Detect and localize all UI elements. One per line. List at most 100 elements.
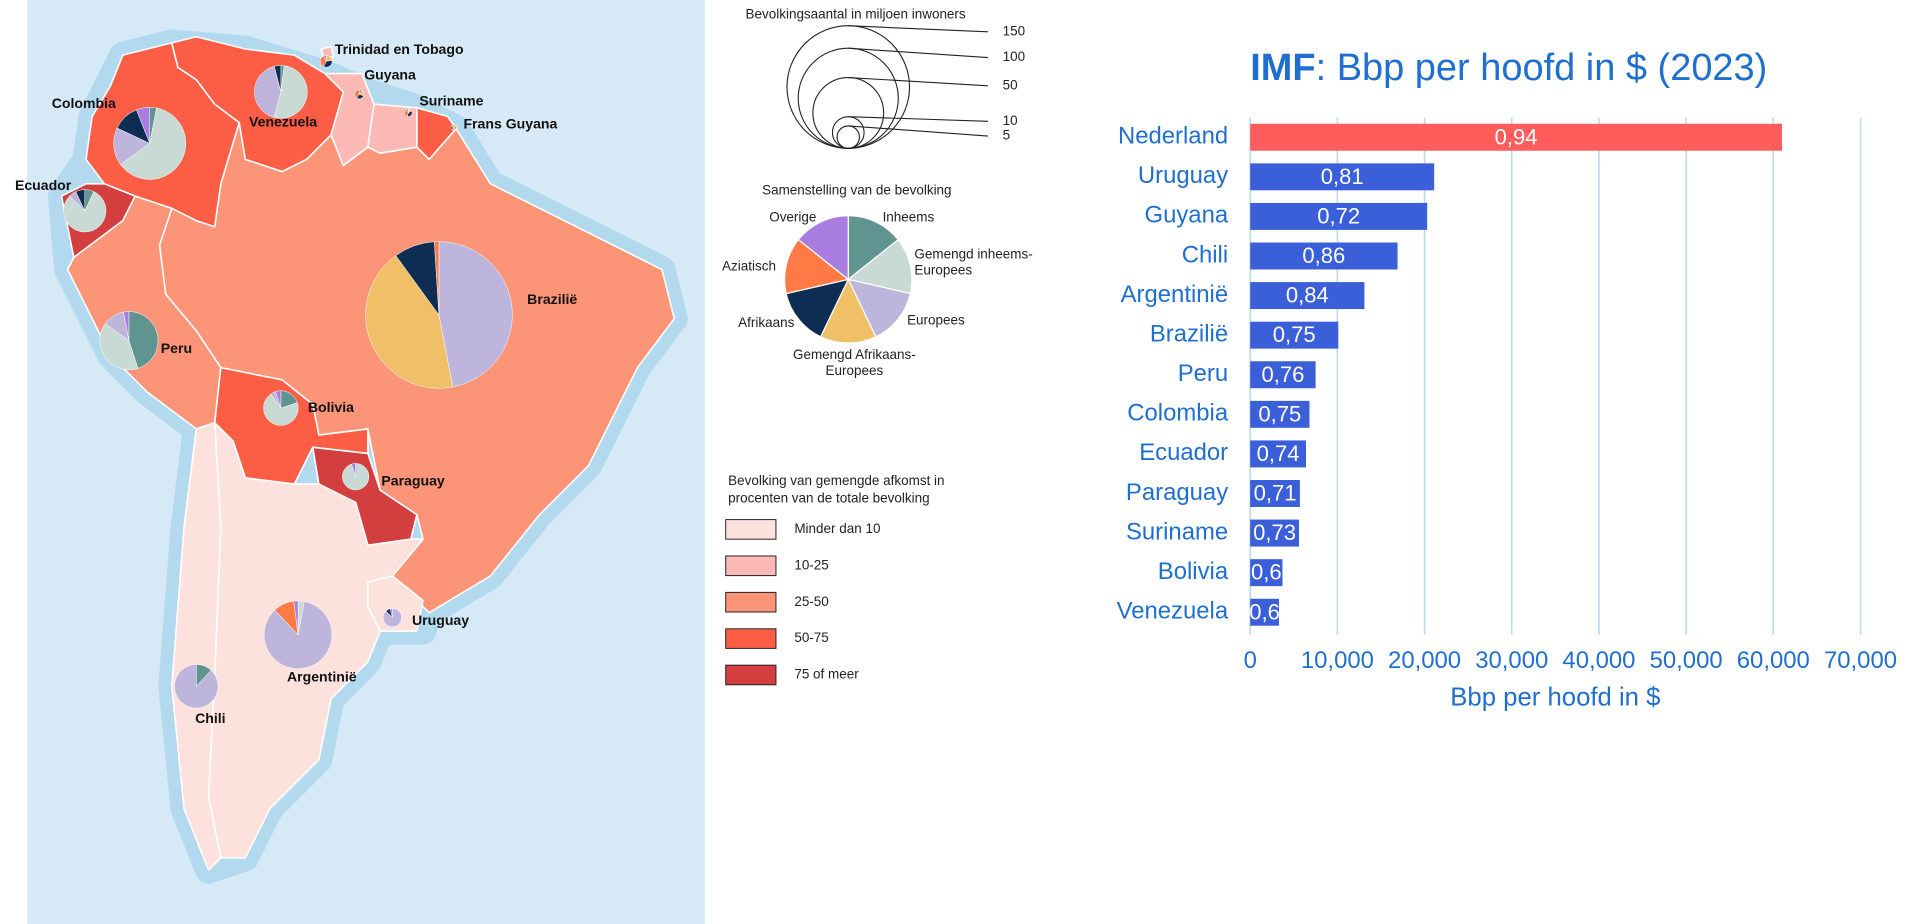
y-tick-label: Bolivia [1158,558,1229,585]
bar [1250,519,1300,547]
bar [1250,480,1300,507]
bar [1250,361,1316,389]
class-label: 25-50 [794,594,828,609]
size-label: 5 [1003,128,1011,143]
y-tick-label: Peru [1178,360,1228,387]
size-label: 150 [1003,23,1025,38]
size-label: 100 [1003,49,1025,64]
pie-slice [354,89,360,99]
bar [1250,163,1435,191]
composition-label: Europees [826,363,884,378]
composition-label: Europees [907,313,965,328]
pie-slice [365,255,453,389]
bar [1250,242,1398,270]
x-tick-label: 50,000 [1650,647,1723,674]
size-label: 50 [1003,77,1018,92]
bar [1250,202,1428,230]
country-label: Brazilië [527,291,577,307]
overlay: Brazilië Colombia Venezuela Peru Ecuador Boli… [15,6,1897,726]
title-rest: : Bbp per hoofd in $ (2023) [1316,47,1768,89]
pie-slice [128,311,159,369]
y-tick-label: Colombia [1127,400,1229,427]
chart-title: IMF: Bbp per hoofd in $ (2023) [1250,47,1767,89]
pie-slice [785,278,850,338]
country-area [171,421,222,871]
pie-slice [63,191,107,233]
class-label: Minder dan 10 [794,521,880,536]
country-label: Guyana [364,67,416,83]
bar-text: 0,84 [1286,283,1329,308]
y-tick-label: Chili [1182,241,1228,268]
pie-slice [323,55,327,62]
size-label: 10 [1003,113,1018,128]
size-leader [848,76,988,87]
pie-slice [120,107,187,180]
x-tick-label: 70,000 [1824,647,1897,674]
pie-slice [99,323,139,371]
bar-text: 0,71 [1254,481,1297,506]
class-swatch [725,664,777,686]
country-label: Venezuela [249,113,317,129]
bar-text: 0,74 [1257,441,1300,466]
composition-label: Aziatisch [722,259,776,274]
country-label: Bolivia [308,399,354,415]
pie-slice [75,189,86,211]
size-circle [831,116,865,149]
country-label: Frans Guyana [463,116,557,132]
legend-title: Samenstelling van de bevolking [762,183,951,198]
country-label: Ecuador [15,177,72,193]
title-bold: IMF [1250,47,1315,89]
size-leader [848,125,989,137]
class-label: 10-25 [794,557,828,572]
composition-label: Inheems [883,210,935,225]
class-swatch [725,591,777,613]
composition-label: Gemengd Afrikaans- [793,347,916,362]
x-tick-label: 20,000 [1388,647,1461,674]
country-area [367,103,418,154]
pie-slice [450,124,454,128]
y-tick-label: Uruguay [1138,162,1228,189]
x-tick-label: 40,000 [1562,647,1635,674]
pie-slice [254,65,282,118]
bar [1250,559,1283,587]
bar-text: 0,76 [1261,362,1304,387]
y-tick-label: Argentinië [1121,281,1229,308]
class-swatch [725,555,777,577]
x-axis-label: Bbp per hoofd in $ [1450,683,1660,711]
country-label: Paraguay [381,472,445,488]
bar-text: 0,75 [1258,401,1301,426]
size-circle [812,76,885,149]
country-label: Peru [161,340,192,356]
bar [1250,400,1310,428]
y-tick-label: Guyana [1145,202,1229,229]
pie-slice [174,664,219,709]
pie-slice [123,311,130,341]
bar-text: 0,73 [1253,520,1296,545]
size-circle [786,25,911,149]
pie-slice [438,241,513,388]
country-area [367,575,424,632]
bar-text: 0,94 [1495,124,1538,149]
size-leader [848,25,988,33]
y-tick-label: Venezuela [1117,598,1229,625]
country-label: Uruguay [412,612,469,628]
class-swatch [725,519,777,540]
bar-text: 0,72 [1317,203,1360,228]
pie-slice [847,278,912,338]
bar-text: 0,81 [1321,164,1364,189]
x-tick-label: 10,000 [1301,647,1374,674]
country-label: Chili [195,710,226,726]
class-label: 75 of meer [794,667,859,682]
pie-slice [846,238,913,295]
bar [1250,282,1365,310]
x-tick-label: 0 [1244,647,1257,674]
legend-title: procenten van de totale bevolking [728,490,929,505]
pie-slice [783,238,850,295]
bar [1250,123,1783,151]
pie-slice [273,65,308,119]
country-label: Suriname [419,92,483,108]
y-tick-label: Nederland [1118,123,1228,150]
country-label: Trinidad en Tobago [335,41,464,57]
